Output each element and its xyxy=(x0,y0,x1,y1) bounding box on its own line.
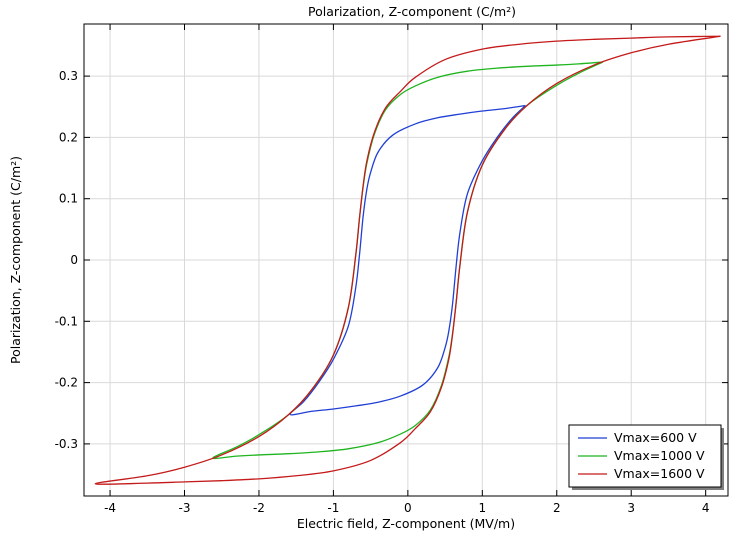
y-tick-label: 0.1 xyxy=(59,192,78,206)
x-tick-label: -1 xyxy=(327,501,339,515)
y-tick-label: -0.3 xyxy=(55,437,78,451)
x-tick-label: 1 xyxy=(478,501,486,515)
grid xyxy=(84,24,728,496)
y-tick-label: 0.3 xyxy=(59,69,78,83)
tick-labels: -4 -3 -2 -1 0 1 2 3 4 -0.3 -0.2 -0.1 0 0.1 0.2 0.3 xyxy=(55,69,710,515)
legend: Vmax=600 V Vmax=1000 V Vmax=1600 V xyxy=(568,424,724,490)
legend-label: Vmax=1000 V xyxy=(614,448,705,463)
x-tick-label: 2 xyxy=(553,501,561,515)
y-axis-title: Polarization, Z-component (C/m²) xyxy=(8,156,23,364)
y-tick-label: -0.2 xyxy=(55,376,78,390)
x-axis-title: Electric field, Z-component (MV/m) xyxy=(297,516,515,531)
y-tick-label: -0.1 xyxy=(55,314,78,328)
y-tick-label: 0 xyxy=(70,253,78,267)
y-tick-label: 0.2 xyxy=(59,130,78,144)
series-layer xyxy=(94,35,721,485)
series-line-1 xyxy=(289,104,526,416)
x-tick-label: 4 xyxy=(702,501,710,515)
legend-label: Vmax=600 V xyxy=(614,430,697,445)
chart-title: Polarization, Z-component (C/m²) xyxy=(308,4,516,19)
x-tick-label: -3 xyxy=(179,501,191,515)
x-tick-label: -4 xyxy=(104,501,116,515)
x-tick-label: 3 xyxy=(627,501,635,515)
axis-ticks xyxy=(84,24,728,496)
x-tick-label: 0 xyxy=(404,501,412,515)
x-tick-label: -2 xyxy=(253,501,265,515)
series-line-3 xyxy=(94,35,721,485)
legend-label: Vmax=1600 V xyxy=(614,466,705,481)
